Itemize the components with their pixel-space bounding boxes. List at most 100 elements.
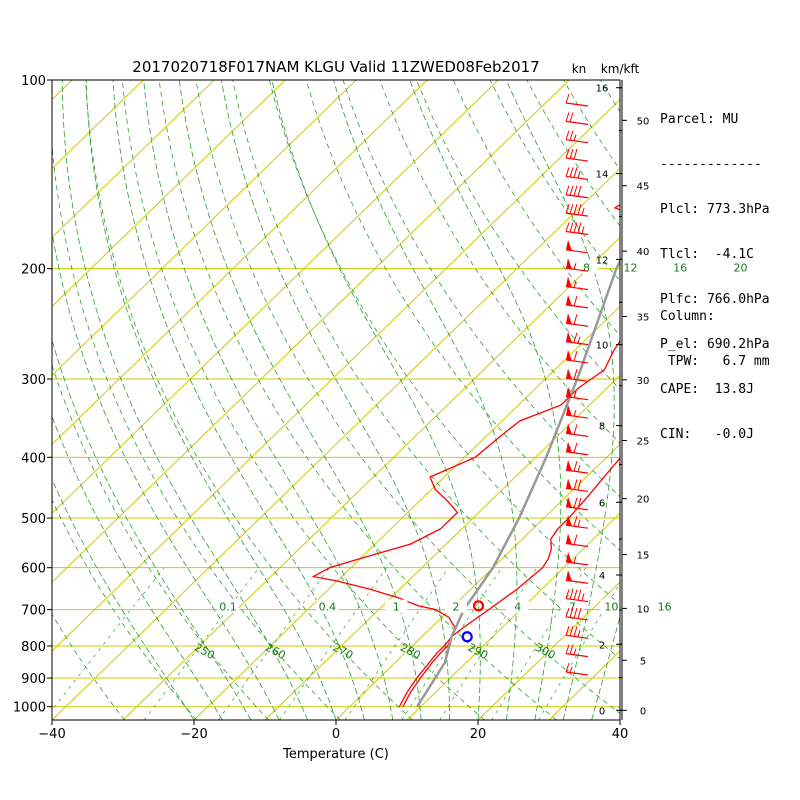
moist-adiabat-lines [52,80,620,720]
mixing-ratio-label-11: 4 [514,601,521,614]
mixing-ratio-label-0: 8 [583,262,590,275]
wind-barb-full-27-2 [573,589,578,600]
isotherm-20 [477,581,620,720]
wind-barb-31 [565,662,589,676]
wind-barb-half-16-2 [573,391,577,398]
isotherm--20 [193,305,620,720]
wind-barb-28 [565,607,589,621]
moist-adiabat--16 [52,415,223,720]
wind-barb-half-13-3 [577,336,581,344]
wind-barb-flag-17-0 [566,405,572,417]
wind-barb-stem-27 [565,597,589,603]
wind-barb-full-27-0 [565,589,570,599]
kft-label-6: 20 [637,495,650,506]
wind-barb-13 [565,331,589,346]
wind-barb-full-7-3 [577,222,582,234]
mixing-ratio-label-bg-13 [600,599,623,613]
kft-label-9: 5 [640,656,646,667]
wind-barb-flag-18-0 [566,423,572,435]
wind-barb-flag-11-0 [566,294,572,306]
wind-barb-stem-30 [565,653,589,658]
mixing-ratio-label-bg-10 [444,599,467,613]
wind-barb-full-28-1 [569,607,574,618]
mixing-ratio-label-bg-2 [669,260,692,274]
wind-barb-full-6-1 [569,203,574,214]
isotherm--50 [52,98,620,652]
wind-barb-stem-1 [565,120,589,125]
kft-label-0: 50 [637,116,650,127]
wind-barb-full-22-2 [573,497,578,508]
km-label-4: 8 [599,422,605,433]
wind-barb-full-4-0 [565,167,570,177]
mixing-ratio-label-1: 12 [623,262,637,275]
wind-barb-half-9-2 [573,263,577,270]
dry-adiabat-340 [305,80,620,551]
moist-adiabat--4 [61,80,308,720]
wind-barb-flag-26-0 [566,570,572,582]
wind-barb-stem-29 [565,634,589,639]
el-marker [472,600,485,612]
mixing-ratio-lines [52,567,620,720]
wind-barb-full-5-1 [569,185,574,196]
wind-barb-full-31-0 [565,662,570,673]
y-tick-label-900: 900 [21,672,46,687]
wind-barb-4 [565,167,589,181]
wind-barb-full-22-3 [577,497,582,509]
wind-barb-full-12-2 [573,314,578,325]
isotherm--100 [52,80,286,308]
wind-barb-3 [565,148,589,162]
dry-adiabat-320 [232,80,620,660]
isotherm--70 [52,80,499,514]
mixing-ratio-line-1 [218,567,330,720]
wind-barb-full-7-1 [569,222,574,233]
parcel-type: Parcel: MU [660,112,739,127]
wind-barb-22 [565,496,589,511]
sounding-markers [461,600,485,643]
wind-barb-full-3-2 [573,148,578,160]
mixing-ratio-label-bg-8 [316,599,339,613]
wind-barb-full-21-3 [577,479,582,491]
dry-adiabat-260 [52,363,269,720]
wind-barb-flag-16-0 [566,386,572,398]
kft-label-5: 25 [637,436,650,447]
moist-adiabat-4 [112,80,365,720]
wind-barb-flag-22-0 [566,496,572,508]
mixing-ratio-label-7: 0.1 [219,601,237,614]
column-heading: Column: [660,309,715,324]
wind-barb-stem-6 [565,212,589,217]
isotherm--40 [52,167,620,720]
plot-area [52,80,620,720]
chart-title: 2017020718F017NAM KLGU Valid 11ZWED08Feb… [132,58,539,76]
wind-barb-29 [565,626,589,639]
mixing-ratio-label-bg-12 [561,599,584,613]
kft-label-2: 40 [637,247,650,258]
mixing-ratio-line-0-4 [144,567,260,720]
wind-barb-flag-13-0 [566,331,572,343]
y-tick-label-400: 400 [21,451,46,466]
wind-barb-21 [565,478,589,493]
wind-barb-flag-12-0 [566,313,572,325]
temperature-line [402,457,620,708]
moist-adiabat-0 [85,80,337,720]
wind-barbs [565,93,589,676]
wind-barb-flag-9-0 [566,258,572,270]
dry-adiabat-300 [158,80,557,720]
dry-adiabat-330 [269,80,620,605]
height-unit-label: km/kft [601,62,640,76]
moist-adiabat-28 [409,80,562,720]
wind-barb-26 [565,570,589,584]
kft-label-4: 30 [637,376,650,387]
x-tick-label-4: 40 [612,727,629,742]
column-info-panel: Column: TPW: 6.7 mm [660,279,770,384]
dry-adiabat-290 [121,80,485,720]
km-label-5: 6 [599,498,605,509]
y-tick-label-600: 600 [21,562,46,577]
kft-label-1: 45 [637,182,650,193]
wind-barb-23 [565,515,589,529]
wind-barb-full-13-2 [573,332,578,343]
wind-barb-18 [565,423,589,437]
wind-barb-full-18-2 [573,424,578,435]
wind-barb-full-27-3 [577,589,582,601]
